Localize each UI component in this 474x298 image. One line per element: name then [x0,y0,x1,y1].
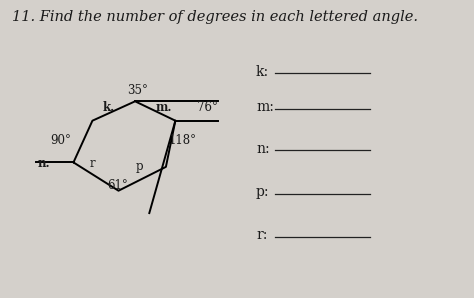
Text: n:: n: [256,142,270,156]
Text: m.: m. [155,101,172,114]
Text: m:: m: [256,100,274,114]
Text: 61°: 61° [107,179,128,192]
Text: n.: n. [38,157,50,170]
Text: p: p [136,160,144,173]
Text: r:: r: [256,229,267,242]
Text: 118°: 118° [168,134,196,147]
Text: k.: k. [103,101,115,114]
Text: 90°: 90° [50,134,71,147]
Text: 76°: 76° [197,101,218,114]
Text: r: r [90,157,95,170]
Text: 11. Find the number of degrees in each lettered angle.: 11. Find the number of degrees in each l… [12,10,418,24]
Text: p:: p: [256,185,269,199]
Text: 35°: 35° [127,84,148,97]
Text: k:: k: [256,65,269,78]
